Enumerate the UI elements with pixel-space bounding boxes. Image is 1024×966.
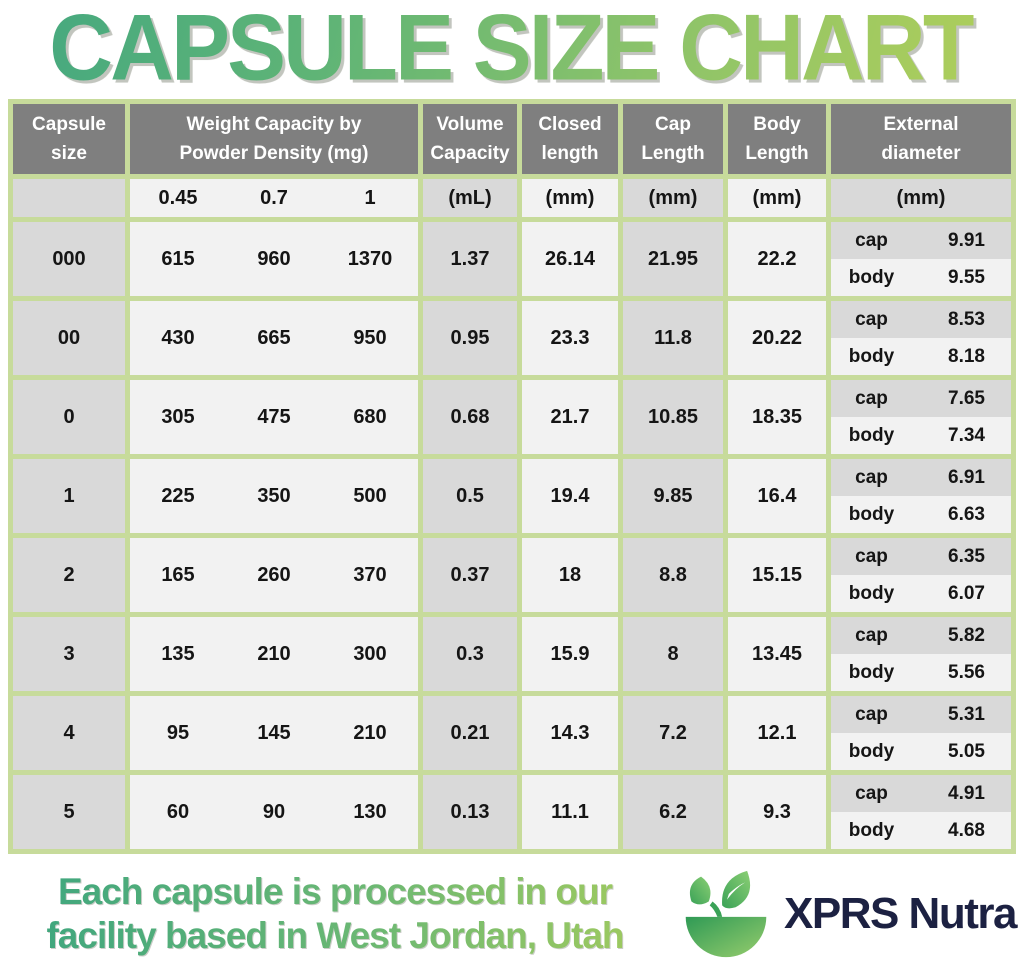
header-weight-capacity: Weight Capacity by Powder Density (mg) xyxy=(130,104,418,174)
table-row-cap-length: 10.85 xyxy=(623,380,723,454)
table-row-cap-length: 7.2 xyxy=(623,696,723,770)
footer-tagline: Each capsule is processed in our facilit… xyxy=(0,870,670,959)
header-cap-length: Cap Length xyxy=(623,104,723,174)
table-row-size: 0 xyxy=(13,380,125,454)
table-row-external: cap 9.91 body 9.55 xyxy=(831,222,1011,296)
table-row-size: 1 xyxy=(13,459,125,533)
header-volume-capacity: Volume Capacity xyxy=(423,104,517,174)
table-row-volume: 0.3 xyxy=(423,617,517,691)
table-row-weights: 225 350 500 xyxy=(130,459,418,533)
table-row-external: cap 8.53 body 8.18 xyxy=(831,301,1011,375)
subheader-body-unit: (mm) xyxy=(728,179,826,217)
table-row-weights: 95 145 210 xyxy=(130,696,418,770)
table-row-weights: 135 210 300 xyxy=(130,617,418,691)
subheader-volume-unit: (mL) xyxy=(423,179,517,217)
subheader-cap-unit: (mm) xyxy=(623,179,723,217)
table-row-cap-length: 11.8 xyxy=(623,301,723,375)
table-row-cap-length: 21.95 xyxy=(623,222,723,296)
brand-name: XPRS Nutra xyxy=(784,889,1017,938)
table-row-closed: 19.4 xyxy=(522,459,618,533)
table-row-body-length: 22.2 xyxy=(728,222,826,296)
subheader-closed-unit: (mm) xyxy=(522,179,618,217)
table-row-external: cap 4.91 body 4.68 xyxy=(831,775,1011,849)
header-closed-length: Closed length xyxy=(522,104,618,174)
table-row-weights: 60 90 130 xyxy=(130,775,418,849)
table-row-volume: 0.68 xyxy=(423,380,517,454)
table-row-body-length: 18.35 xyxy=(728,380,826,454)
subheader-external-unit: (mm) xyxy=(831,179,1011,217)
mortar-leaf-icon xyxy=(685,870,767,958)
footer: Each capsule is processed in our facilit… xyxy=(0,862,1024,966)
header-body-length: Body Length xyxy=(728,104,826,174)
table-row-volume: 0.37 xyxy=(423,538,517,612)
table-row-external: cap 6.35 body 6.07 xyxy=(831,538,1011,612)
page-title-wrap: CAPSULE SIZE CHART xyxy=(0,0,1024,96)
table-row-size: 000 xyxy=(13,222,125,296)
table-row-external: cap 6.91 body 6.63 xyxy=(831,459,1011,533)
table-row-size: 3 xyxy=(13,617,125,691)
table-row-volume: 0.13 xyxy=(423,775,517,849)
table-row-weights: 615 960 1370 xyxy=(130,222,418,296)
table-row-size: 4 xyxy=(13,696,125,770)
table-row-cap-length: 9.85 xyxy=(623,459,723,533)
table-row-volume: 0.21 xyxy=(423,696,517,770)
table-row-closed: 26.14 xyxy=(522,222,618,296)
header-external-diameter: External diameter xyxy=(831,104,1011,174)
header-capsule-size: Capsule size xyxy=(13,104,125,174)
page-title: CAPSULE SIZE CHART xyxy=(49,0,978,101)
table-row-body-length: 15.15 xyxy=(728,538,826,612)
table-row-body-length: 16.4 xyxy=(728,459,826,533)
table-row-weights: 430 665 950 xyxy=(130,301,418,375)
table-row-body-length: 12.1 xyxy=(728,696,826,770)
subheader-empty xyxy=(13,179,125,217)
table-row-volume: 0.5 xyxy=(423,459,517,533)
table-row-volume: 0.95 xyxy=(423,301,517,375)
capsule-size-table: Capsule size Weight Capacity by Powder D… xyxy=(8,99,1016,854)
table-row-weights: 165 260 370 xyxy=(130,538,418,612)
table-row-volume: 1.37 xyxy=(423,222,517,296)
table-row-external: cap 5.82 body 5.56 xyxy=(831,617,1011,691)
table-row-closed: 23.3 xyxy=(522,301,618,375)
table-row-external: cap 5.31 body 5.05 xyxy=(831,696,1011,770)
table-row-cap-length: 8 xyxy=(623,617,723,691)
table-row-cap-length: 8.8 xyxy=(623,538,723,612)
table-row-closed: 11.1 xyxy=(522,775,618,849)
table-row-closed: 21.7 xyxy=(522,380,618,454)
table-row-weights: 305 475 680 xyxy=(130,380,418,454)
table-row-body-length: 9.3 xyxy=(728,775,826,849)
table-row-body-length: 13.45 xyxy=(728,617,826,691)
table-row-size: 5 xyxy=(13,775,125,849)
table-row-closed: 18 xyxy=(522,538,618,612)
table-row-external: cap 7.65 body 7.34 xyxy=(831,380,1011,454)
brand-logo: XPRS Nutra xyxy=(678,867,1017,961)
table-row-size: 2 xyxy=(13,538,125,612)
table-row-closed: 14.3 xyxy=(522,696,618,770)
table-row-closed: 15.9 xyxy=(522,617,618,691)
table-row-size: 00 xyxy=(13,301,125,375)
table-row-cap-length: 6.2 xyxy=(623,775,723,849)
subheader-densities: 0.45 0.7 1 xyxy=(130,179,418,217)
table-row-body-length: 20.22 xyxy=(728,301,826,375)
